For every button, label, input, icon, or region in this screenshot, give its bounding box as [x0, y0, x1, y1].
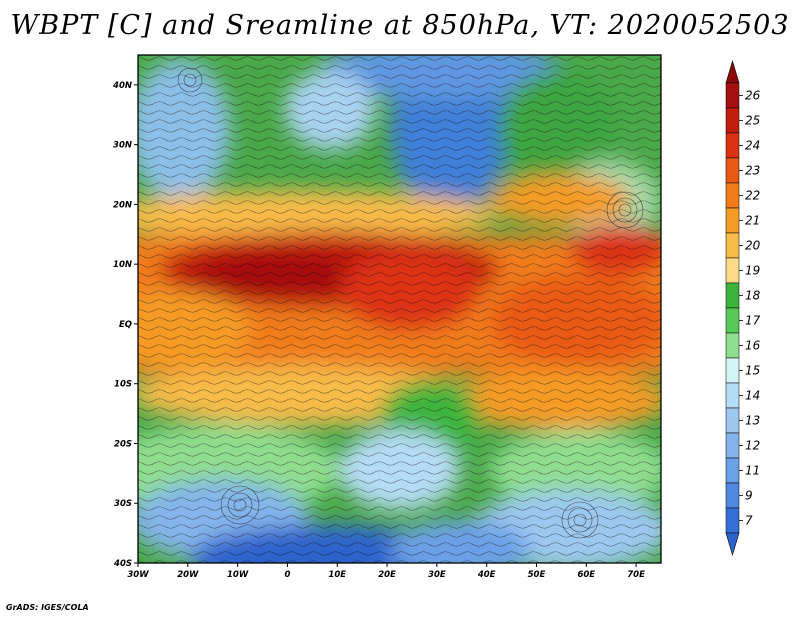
longitude-axis: 30W 20W 10W 0 10E 20E 30E 40E 50E 60E 70E	[127, 563, 645, 580]
colorbar-swatch	[725, 157, 740, 184]
colorbar-swatch	[725, 357, 740, 384]
colorbar-label: 13	[745, 414, 760, 428]
lon-tick-label: 30W	[127, 570, 149, 580]
lat-tick-label: 40N	[112, 81, 132, 91]
lat-tick-label: 30N	[113, 141, 132, 151]
colorbar-label: 14	[745, 389, 760, 403]
latitude-axis: 40N 30N 20N 10N EQ 10S 20S 30S 40S	[112, 81, 138, 569]
colorbar-swatch	[725, 107, 740, 134]
lat-tick-label: 20S	[114, 439, 132, 449]
colorbar-swatch	[725, 432, 740, 459]
colorbar-swatch	[725, 482, 740, 509]
colorbar-bottom-arrow	[725, 532, 740, 557]
lon-tick-label: 10E	[328, 570, 346, 580]
colorbar-swatch	[725, 182, 740, 209]
colorbar-swatch	[725, 507, 740, 534]
colorbar-swatch	[725, 232, 740, 259]
colorbar-label: 15	[745, 364, 760, 378]
colorbar-label: 23	[745, 164, 760, 178]
map-frame	[137, 54, 662, 564]
lon-tick-label: 50E	[528, 570, 546, 580]
colorbar-label: 20	[745, 239, 761, 253]
lat-tick-label: 30S	[114, 499, 132, 509]
colorbar-label: 11	[745, 464, 760, 478]
colorbar-label: 22	[745, 189, 760, 203]
colorbar: 26 25 24 23 22 21 20 19 18 17 16 15 14 13 12 11 9 7	[725, 59, 761, 557]
lon-tick-label: 10W	[227, 570, 249, 580]
colorbar-top-arrow	[725, 59, 740, 84]
colorbar-swatch	[725, 132, 740, 159]
lon-tick-label: 30E	[428, 570, 446, 580]
lon-tick-label: 70E	[627, 570, 645, 580]
colorbar-swatch	[725, 207, 740, 234]
lon-tick-label: 20E	[378, 570, 396, 580]
colorbar-label: 24	[745, 139, 760, 153]
colorbar-label: 9	[745, 489, 753, 503]
chart-title: WBPT [C] and Sreamline at 850hPa, VT: 20…	[10, 10, 790, 41]
grads-credit: GrADS: IGES/COLA	[6, 603, 89, 612]
colorbar-label: 7	[745, 514, 753, 528]
lat-tick-label: 10S	[114, 380, 132, 390]
colorbar-label: 12	[745, 439, 760, 453]
colorbar-label: 16	[745, 339, 761, 353]
lat-tick-label: 20N	[113, 200, 132, 210]
colorbar-label: 21	[745, 214, 760, 228]
colorbar-label: 26	[745, 89, 761, 103]
colorbar-label: 19	[745, 264, 760, 278]
colorbar-swatch	[725, 257, 740, 284]
lat-tick-label: EQ	[119, 320, 132, 330]
lon-tick-label: 40E	[477, 570, 496, 580]
lon-tick-label: 20W	[177, 570, 199, 580]
colorbar-swatch	[725, 457, 740, 484]
colorbar-swatch	[725, 82, 740, 109]
colorbar-label: 17	[745, 314, 761, 328]
colorbar-swatch	[725, 407, 740, 434]
lon-tick-label: 0	[284, 570, 290, 580]
colorbar-swatch	[725, 307, 740, 334]
colorbar-swatch	[725, 282, 740, 309]
lat-tick-label: 40S	[113, 559, 132, 569]
colorbar-label: 18	[745, 289, 761, 303]
lat-tick-label: 10N	[113, 260, 132, 270]
lon-tick-label: 60E	[577, 570, 595, 580]
colorbar-swatch	[725, 382, 740, 409]
colorbar-swatch	[725, 332, 740, 359]
colorbar-label: 25	[745, 114, 760, 128]
wbpt-field	[138, 55, 661, 563]
